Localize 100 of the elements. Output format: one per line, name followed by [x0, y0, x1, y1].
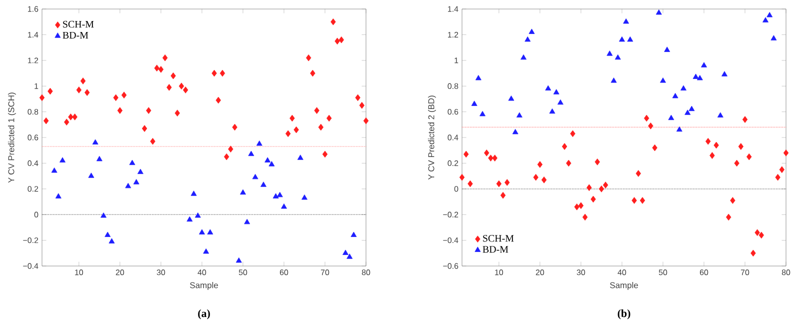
- legend-label: BD-M: [482, 246, 508, 253]
- point: [182, 86, 188, 94]
- point: [68, 114, 74, 120]
- point: [754, 229, 760, 236]
- y-axis-title: Y CV Predicted 2 (BD): [428, 96, 436, 180]
- point: [248, 150, 254, 156]
- point: [166, 84, 172, 91]
- point: [701, 62, 707, 68]
- point: [44, 117, 49, 124]
- point: [260, 182, 266, 187]
- point: [60, 157, 66, 162]
- point: [549, 108, 556, 114]
- point: [610, 78, 617, 83]
- point: [537, 161, 543, 168]
- point: [632, 197, 637, 204]
- point: [696, 74, 703, 80]
- point: [648, 122, 654, 130]
- point: [113, 94, 118, 102]
- point: [121, 92, 127, 98]
- point: [186, 216, 193, 222]
- point: [72, 114, 78, 120]
- point: [471, 100, 478, 106]
- point: [162, 54, 168, 62]
- point: [84, 89, 90, 96]
- point: [742, 116, 748, 123]
- point: [318, 124, 324, 131]
- point: [306, 54, 312, 62]
- point: [129, 160, 136, 165]
- point: [627, 36, 634, 42]
- point: [194, 212, 201, 218]
- point: [705, 138, 711, 145]
- point: [717, 112, 724, 118]
- point: [459, 174, 465, 181]
- point: [108, 238, 115, 244]
- point: [582, 214, 588, 221]
- x-axis-title: Sample: [610, 282, 638, 290]
- point: [464, 150, 469, 158]
- point: [508, 96, 514, 101]
- point: [244, 218, 250, 224]
- point: [614, 54, 621, 60]
- point: [51, 168, 58, 173]
- point: [310, 70, 316, 77]
- legend-label: SCH-M: [63, 20, 94, 28]
- point: [290, 114, 295, 122]
- point: [64, 118, 70, 126]
- legend-label: SCH-M: [483, 235, 514, 242]
- point: [664, 46, 670, 52]
- point: [326, 114, 332, 122]
- point: [738, 143, 744, 150]
- point: [524, 36, 531, 42]
- point: [104, 232, 111, 237]
- point: [570, 130, 576, 138]
- point: [212, 70, 217, 77]
- point: [55, 193, 62, 198]
- point: [750, 250, 756, 257]
- point: [170, 72, 176, 80]
- point: [150, 138, 156, 145]
- point: [652, 144, 658, 152]
- point: [557, 99, 564, 105]
- point: [692, 74, 699, 79]
- point: [636, 170, 641, 177]
- point: [512, 128, 518, 134]
- point: [656, 9, 662, 15]
- point: [178, 82, 184, 90]
- point: [363, 117, 369, 124]
- point: [76, 86, 82, 94]
- point: [158, 66, 164, 73]
- point: [268, 161, 275, 166]
- point: [133, 179, 140, 184]
- point: [174, 110, 180, 116]
- point: [492, 154, 498, 162]
- point: [39, 94, 45, 102]
- point: [468, 180, 473, 188]
- point: [294, 126, 299, 134]
- point: [216, 96, 221, 104]
- legend-label: BD-M: [62, 32, 88, 39]
- point: [488, 154, 494, 162]
- point: [660, 78, 666, 83]
- point: [770, 35, 777, 40]
- point: [602, 182, 608, 188]
- point: [207, 229, 214, 234]
- point: [285, 130, 291, 138]
- point: [562, 143, 568, 150]
- point: [500, 192, 506, 199]
- point: [726, 214, 732, 221]
- point: [142, 125, 148, 132]
- point: [484, 150, 490, 156]
- point: [359, 102, 364, 109]
- point: [117, 107, 123, 114]
- point: [758, 232, 764, 239]
- point: [281, 203, 287, 209]
- point: [496, 180, 502, 188]
- text: (a): [198, 309, 210, 320]
- point: [220, 70, 226, 77]
- x-axis-title: Sample: [190, 282, 218, 290]
- point: [618, 36, 625, 42]
- point: [80, 78, 86, 84]
- point: [734, 160, 740, 167]
- point: [606, 50, 613, 56]
- point: [710, 152, 715, 159]
